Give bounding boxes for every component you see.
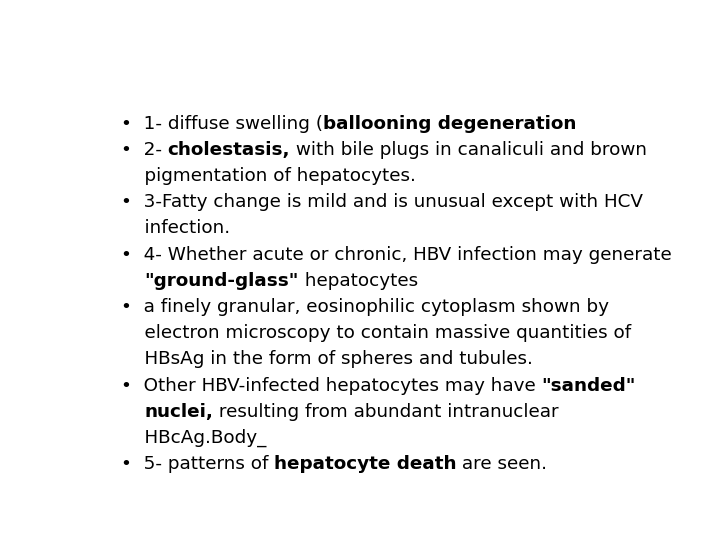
Text: ballooning degeneration: ballooning degeneration bbox=[323, 114, 576, 133]
Text: •  2-: • 2- bbox=[121, 141, 168, 159]
Text: pigmentation of hepatocytes.: pigmentation of hepatocytes. bbox=[121, 167, 415, 185]
Text: •  1- diffuse swelling (: • 1- diffuse swelling ( bbox=[121, 114, 323, 133]
Text: hepatocyte death: hepatocyte death bbox=[274, 455, 456, 473]
Text: hepatocytes: hepatocytes bbox=[299, 272, 418, 290]
Text: electron microscopy to contain massive quantities of: electron microscopy to contain massive q… bbox=[121, 324, 631, 342]
Text: "ground-glass": "ground-glass" bbox=[144, 272, 299, 290]
Text: resulting from abundant intranuclear: resulting from abundant intranuclear bbox=[213, 403, 559, 421]
Text: HBsAg in the form of spheres and tubules.: HBsAg in the form of spheres and tubules… bbox=[121, 350, 533, 368]
Text: cholestasis,: cholestasis, bbox=[168, 141, 290, 159]
Text: •  3-Fatty change is mild and is unusual except with HCV: • 3-Fatty change is mild and is unusual … bbox=[121, 193, 643, 211]
Text: •  Other HBV-infected hepatocytes may have: • Other HBV-infected hepatocytes may hav… bbox=[121, 376, 541, 395]
Text: infection.: infection. bbox=[121, 219, 230, 238]
Text: are seen.: are seen. bbox=[456, 455, 547, 473]
Text: •  a finely granular, eosinophilic cytoplasm shown by: • a finely granular, eosinophilic cytopl… bbox=[121, 298, 608, 316]
Text: "sanded": "sanded" bbox=[541, 376, 636, 395]
Text: •  4- Whether acute or chronic, HBV infection may generate: • 4- Whether acute or chronic, HBV infec… bbox=[121, 246, 672, 264]
Text: with bile plugs in canaliculi and brown: with bile plugs in canaliculi and brown bbox=[290, 141, 647, 159]
Text: HBcAg.Body_: HBcAg.Body_ bbox=[121, 429, 266, 447]
Text: •  5- patterns of: • 5- patterns of bbox=[121, 455, 274, 473]
Text: nuclei,: nuclei, bbox=[144, 403, 213, 421]
